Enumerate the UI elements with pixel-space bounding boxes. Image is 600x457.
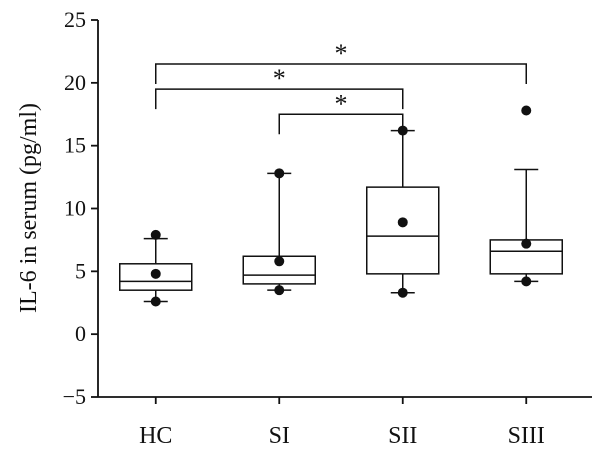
x-tick-label: SIII xyxy=(508,423,545,449)
x-tick-label: HC xyxy=(139,423,172,449)
x-tick-label: SII xyxy=(388,423,417,449)
box-si xyxy=(242,168,316,296)
box-min-point xyxy=(150,296,161,307)
box-sii xyxy=(366,125,440,298)
box-max-point xyxy=(150,229,161,240)
box-min-point xyxy=(397,287,408,298)
bracket-line xyxy=(278,113,404,135)
box-max-point xyxy=(274,168,285,179)
box-iqr xyxy=(119,263,193,291)
box-min-point xyxy=(521,276,532,287)
y-tick-label: 5 xyxy=(75,258,86,283)
y-axis-title: IL-6 in serum (pg/ml) xyxy=(16,103,42,313)
bracket-line xyxy=(155,63,527,84)
y-tick-label: 20 xyxy=(64,70,86,95)
significance-brackets: * * * xyxy=(155,39,527,135)
y-tick-label: −5 xyxy=(63,384,86,409)
bracket-hc-siii: * xyxy=(155,39,527,84)
axes: −5 0 5 10 15 20 25 HC SI SII SIII xyxy=(63,7,592,449)
box-iqr xyxy=(366,186,440,275)
significance-star: * xyxy=(273,64,286,93)
box-mean-point xyxy=(150,268,161,279)
bracket-line xyxy=(155,88,404,110)
box-series xyxy=(119,105,563,307)
box-siii xyxy=(489,105,563,287)
y-tick-label: 10 xyxy=(64,196,86,221)
box-mean-point xyxy=(274,256,285,267)
box-max-point xyxy=(521,105,532,116)
y-tick-label: 0 xyxy=(75,321,86,346)
bracket-si-sii: * xyxy=(278,89,404,135)
box-mean-point xyxy=(521,238,532,249)
y-tick-label: 25 xyxy=(64,7,86,32)
box-mean-point xyxy=(397,217,408,228)
x-tick-label: SI xyxy=(269,423,290,449)
box-min-point xyxy=(274,285,285,296)
y-tick-label: 15 xyxy=(64,133,86,158)
bracket-hc-sii: * xyxy=(155,64,404,110)
box-hc xyxy=(119,229,193,307)
significance-star: * xyxy=(335,39,348,68)
significance-star: * xyxy=(335,89,348,118)
